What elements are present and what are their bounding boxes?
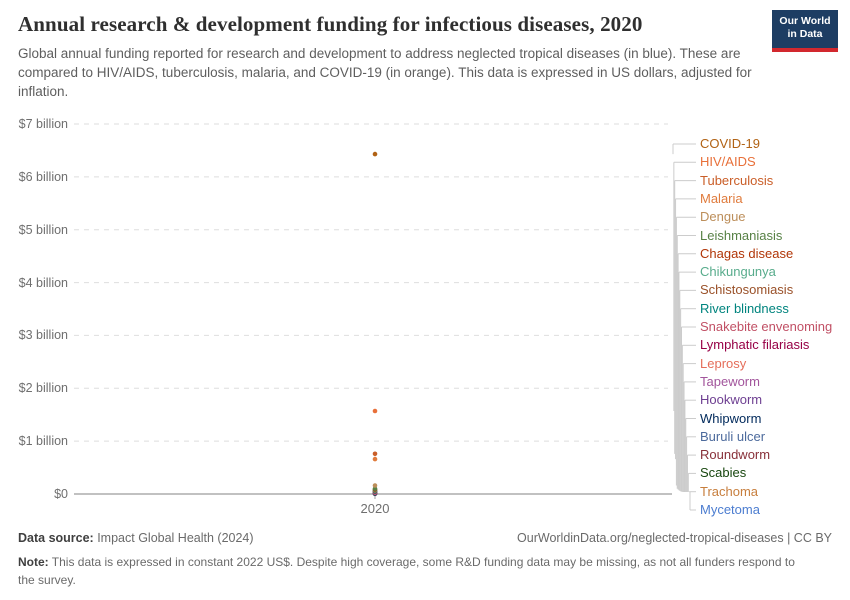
logo-line1: Our World [779, 15, 831, 27]
x-axis-tick-label: 2020 [360, 501, 390, 516]
legend-item-chikungunya[interactable]: Chikungunya [700, 264, 776, 280]
legend-item-schistosomiasis[interactable]: Schistosomiasis [700, 282, 794, 298]
legend-item-trachoma[interactable]: Trachoma [700, 483, 759, 499]
chart-subtitle: Global annual funding reported for resea… [18, 46, 752, 100]
y-axis-tick-label: $7 billion [18, 117, 68, 131]
page-title: Annual research & development funding fo… [18, 12, 643, 36]
legend-item-malaria[interactable]: Malaria [700, 190, 743, 206]
owid-logo[interactable]: Our World in Data [772, 10, 838, 52]
y-axis-tick-label: $3 billion [18, 328, 68, 343]
legend-item-lymphatic-filariasis[interactable]: Lymphatic filariasis [700, 337, 810, 353]
y-axis-tick-label: $1 billion [18, 434, 68, 449]
data-point-covid-19[interactable] [372, 151, 378, 157]
legend-item-covid-19[interactable]: COVID-19 [700, 136, 760, 151]
citation-link[interactable]: OurWorldinData.org/neglected-tropical-di… [517, 531, 832, 545]
legend-item-leprosy[interactable]: Leprosy [700, 355, 747, 371]
legend-item-tapeworm[interactable]: Tapeworm [700, 373, 760, 389]
legend-item-dengue[interactable]: Dengue [700, 209, 746, 225]
y-axis-tick-label: $2 billion [18, 381, 68, 396]
legend-item-mycetoma[interactable]: Mycetoma [700, 502, 760, 517]
legend-item-tuberculosis[interactable]: Tuberculosis [700, 172, 774, 188]
note-text: This data is expressed in constant 2022 … [18, 555, 795, 587]
data-source-label: Data source: [18, 531, 94, 545]
legend-item-buruli-ulcer[interactable]: Buruli ulcer [700, 428, 766, 444]
legend-item-whipworm[interactable]: Whipworm [700, 410, 762, 426]
y-axis-tick-label: $4 billion [18, 275, 68, 290]
y-axis-tick-label: $6 billion [18, 169, 68, 184]
note-label: Note: [18, 555, 49, 569]
legend-item-snakebite-envenoming[interactable]: Snakebite envenoming [700, 319, 833, 334]
y-axis-tick-label: $0 [54, 487, 68, 501]
legend-item-leishmaniasis[interactable]: Leishmaniasis [700, 227, 783, 243]
chart-note: Note: This data is expressed in constant… [18, 553, 810, 589]
legend-item-roundworm[interactable]: Roundworm [700, 447, 771, 463]
data-point-malaria[interactable] [372, 456, 378, 462]
data-source: Data source: Impact Global Health (2024) [18, 531, 254, 545]
data-point-dengue[interactable] [372, 483, 378, 488]
legend-item-scabies[interactable]: Scabies [700, 465, 747, 481]
logo-line2: in Data [787, 27, 823, 40]
y-axis-tick-label: $5 billion [18, 222, 68, 237]
data-point-leishmaniasis[interactable] [372, 486, 378, 492]
legend-item-chagas-disease[interactable]: Chagas disease [700, 245, 794, 261]
data-point-tuberculosis[interactable] [372, 451, 378, 457]
legend-item-hiv-aids[interactable]: HIV/AIDS [700, 154, 756, 170]
legend-item-hookworm[interactable]: Hookworm [700, 392, 763, 408]
data-source-text: Impact Global Health (2024) [93, 531, 254, 545]
data-point-hiv-aids[interactable] [372, 408, 378, 414]
legend-item-river-blindness[interactable]: River blindness [700, 300, 789, 316]
